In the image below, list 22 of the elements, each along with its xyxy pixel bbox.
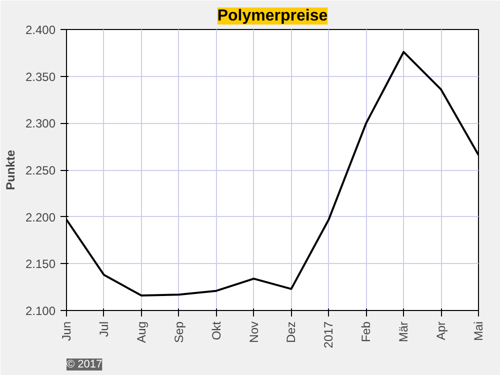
y-tick-label: 2.150	[25, 257, 56, 272]
x-tick-label: Sep	[172, 321, 186, 343]
x-tick-label: Mär	[396, 321, 411, 342]
chart-title: Polymerpreise	[217, 8, 328, 24]
x-tick-label: Okt	[209, 320, 224, 340]
x-tick-label: Nov	[246, 321, 261, 343]
x-tick-label: Aug	[134, 321, 148, 343]
x-tick-label: Feb	[359, 321, 374, 342]
y-tick-label: 2.250	[25, 164, 56, 178]
y-tick-label: 2.400	[25, 23, 56, 37]
x-tick-label: Dez	[284, 321, 298, 343]
y-tick-label: 2.200	[25, 210, 56, 224]
text: © 2017	[66, 358, 102, 370]
x-tick-label: Jun	[60, 321, 74, 341]
x-tick-label: Apr	[434, 321, 448, 340]
y-tick-label: 2.300	[25, 116, 56, 131]
y-axis-title: Punkte	[3, 150, 18, 190]
x-tick-label: Jul	[96, 321, 111, 337]
y-tick-label: 2.100	[25, 304, 56, 318]
y-tick-label: 2.350	[25, 70, 56, 84]
x-tick-label: Mai	[472, 321, 486, 341]
x-tick-label: 2017	[322, 321, 336, 348]
